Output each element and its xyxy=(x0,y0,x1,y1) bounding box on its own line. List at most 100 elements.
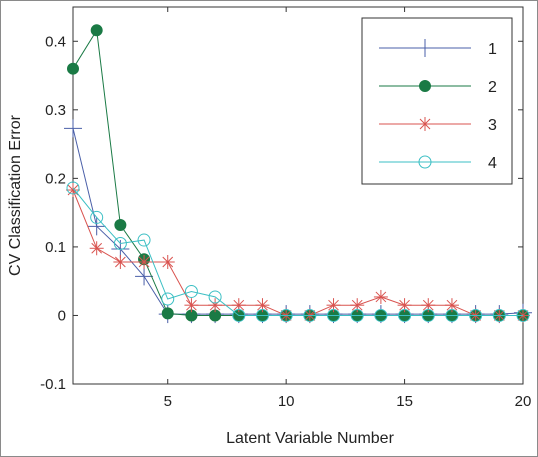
legend-item-4: 4 xyxy=(379,155,497,172)
legend-item-1: 1 xyxy=(379,39,497,58)
series-4-point-7-ring xyxy=(208,290,222,304)
series-4-point-16-ring xyxy=(421,308,435,322)
series-4-point-6 xyxy=(184,284,198,298)
series-3-line xyxy=(72,189,523,316)
y-tick-label-2: 0.1 xyxy=(45,239,66,256)
series-2-point-1-dot xyxy=(67,62,79,75)
series-4-point-18 xyxy=(469,308,483,322)
series-4-point-1-ring xyxy=(66,181,80,195)
series-4-point-1 xyxy=(66,181,80,195)
series-3-point-15 xyxy=(397,298,412,313)
series-4-point-5-ring xyxy=(161,292,175,306)
series-2-point-2 xyxy=(90,24,103,37)
series-4-point-20 xyxy=(516,308,530,322)
series-4-point-17-ring xyxy=(445,308,459,322)
legend-item-2: 2 xyxy=(379,79,497,96)
series-4-point-3-ring xyxy=(113,236,127,250)
series-3-point-16 xyxy=(421,298,436,313)
y-axis-label: CV Classification Error xyxy=(7,114,24,276)
series-4-point-15-ring xyxy=(398,308,412,322)
series-2-point-5 xyxy=(161,307,174,320)
x-tick-label-20: 20 xyxy=(515,393,532,410)
series-4-point-11 xyxy=(303,308,317,322)
series-4-point-9-ring xyxy=(255,308,269,322)
series-3-point-12-d xyxy=(328,299,339,311)
legend-marker-1 xyxy=(416,39,434,57)
series-2-point-2-dot xyxy=(90,24,103,37)
legend-label-4: 4 xyxy=(488,155,497,172)
series-2-point-3 xyxy=(114,218,127,231)
series-4-point-12-ring xyxy=(327,308,341,322)
series-3-point-4-d xyxy=(138,256,150,268)
series-4-point-19 xyxy=(492,308,506,322)
x-tick-label-15: 15 xyxy=(396,393,413,410)
series-4-point-7 xyxy=(208,290,222,304)
y-tick-label-5: 0.4 xyxy=(45,33,66,50)
series-4-point-10 xyxy=(279,308,293,322)
series-4-point-14-ring xyxy=(374,308,388,322)
x-axis-label: Latent Variable Number xyxy=(226,430,394,447)
series-3-point-2 xyxy=(89,241,104,256)
series-4-point-8 xyxy=(232,308,246,322)
series-2-point-3-dot xyxy=(114,218,127,231)
series-3-point-14 xyxy=(373,289,388,304)
series-3-point-9-d xyxy=(257,299,268,311)
series-3-point-12 xyxy=(326,298,341,313)
series-2-point-5-dot xyxy=(161,307,174,320)
y-tick-label-0: -0.1 xyxy=(40,376,66,393)
legend-marker-3-d xyxy=(419,118,431,130)
series-4-point-14 xyxy=(374,308,388,322)
series-3-point-8 xyxy=(231,298,246,313)
series-3-point-4 xyxy=(137,254,152,269)
series-1-point-4 xyxy=(135,267,154,286)
series-4-point-11-ring xyxy=(303,308,317,322)
legend-marker-2-dot xyxy=(419,80,431,92)
series-4-point-5 xyxy=(161,292,175,306)
series-1-point-2 xyxy=(87,217,106,236)
series-3 xyxy=(66,183,530,323)
series-4-point-4-ring xyxy=(137,233,151,247)
series-4-point-20-ring xyxy=(516,308,530,322)
series-4-point-2-ring xyxy=(90,210,104,224)
series-4-point-6-ring xyxy=(184,284,198,298)
series-3-point-6 xyxy=(184,298,199,313)
y-tick-label-3: 0.2 xyxy=(45,170,66,187)
series-3-point-15-d xyxy=(399,299,410,311)
y-tick-label-1: 0 xyxy=(58,307,66,324)
legend-label-3: 3 xyxy=(488,117,497,134)
series-3-point-17-d xyxy=(446,299,458,311)
series-4-point-19-ring xyxy=(492,308,506,322)
series-4-point-13-ring xyxy=(350,308,364,322)
x-tick-label-5: 5 xyxy=(164,393,172,410)
legend-marker-4 xyxy=(418,155,432,169)
series-4-point-2 xyxy=(90,210,104,224)
legend-label-2: 2 xyxy=(488,79,497,96)
series-3-point-6-d xyxy=(186,299,197,311)
series-3-point-14-d xyxy=(375,291,387,303)
series-2-point-1 xyxy=(67,62,79,75)
series-3-point-9 xyxy=(255,298,270,313)
series-4-point-13 xyxy=(350,308,364,322)
series-4-line xyxy=(72,187,523,316)
series-3-point-3 xyxy=(113,254,128,269)
series-4-point-12 xyxy=(327,308,341,322)
legend: 1 2 3 4 xyxy=(361,17,513,185)
series-3-point-16-d xyxy=(422,299,434,311)
series-3-point-13 xyxy=(350,298,365,313)
series-3-point-5 xyxy=(160,254,175,269)
series-4-point-9 xyxy=(255,308,269,322)
series-4-point-17 xyxy=(445,308,459,322)
legend-marker-2 xyxy=(419,80,431,92)
series-3-point-17 xyxy=(444,298,459,313)
series-4-point-16 xyxy=(421,308,435,322)
legend-item-3: 3 xyxy=(379,117,497,134)
series-4-point-4 xyxy=(137,233,151,247)
series-3-point-3-d xyxy=(115,256,126,268)
y-tick-label-4: 0.3 xyxy=(45,102,66,119)
series-4-point-10-ring xyxy=(279,308,293,322)
legend-marker-4-ring xyxy=(418,155,432,169)
legend-label-1: 1 xyxy=(488,41,497,58)
series-4-point-3 xyxy=(113,236,127,250)
series-3-point-13-d xyxy=(351,299,363,311)
